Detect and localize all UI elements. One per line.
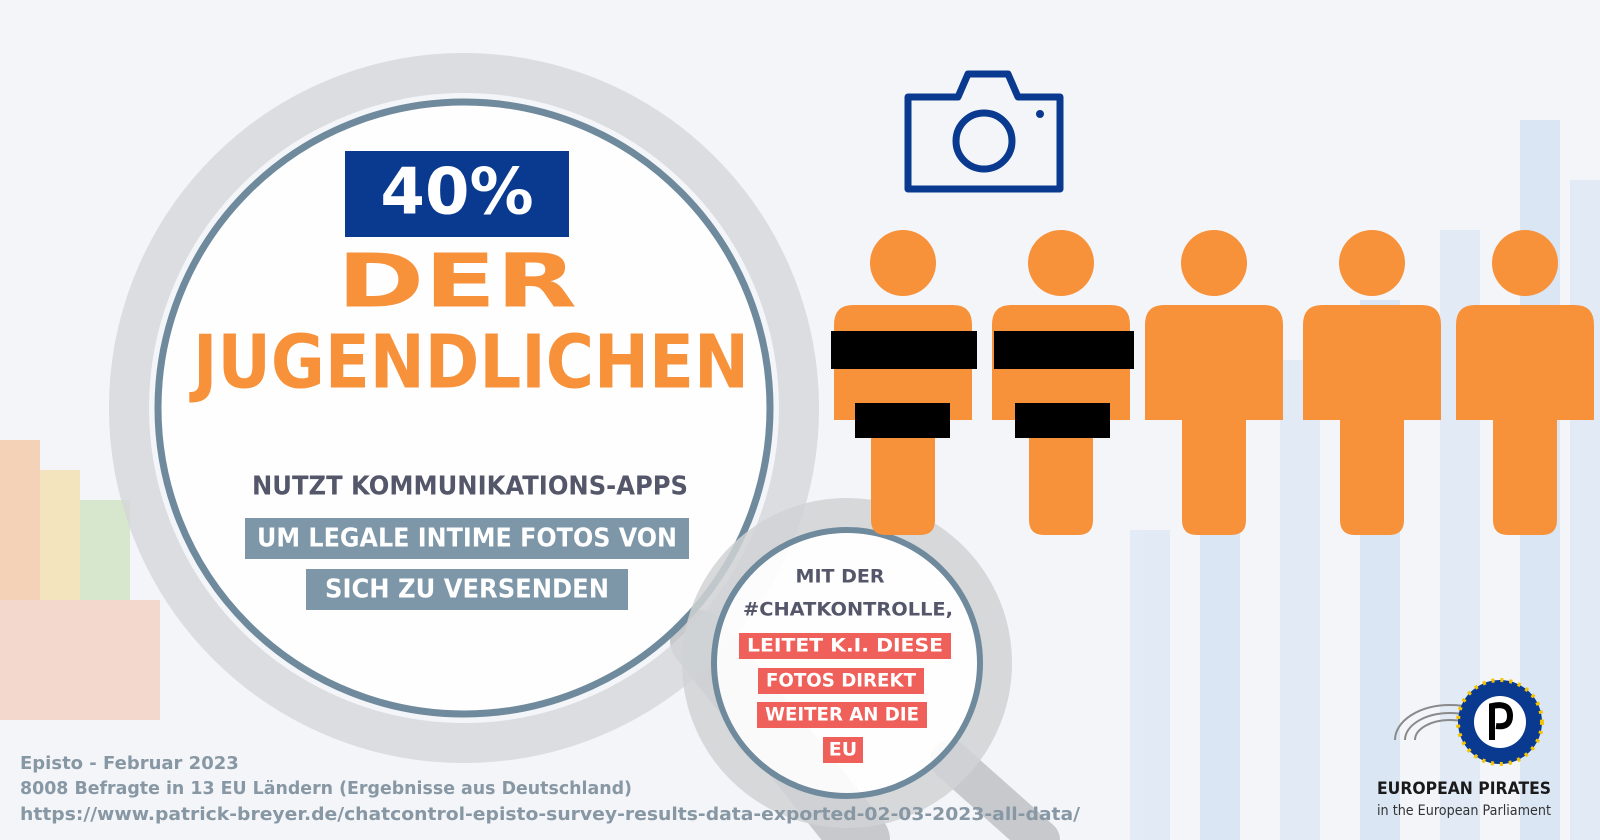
pirates-emblem-inner <box>1474 696 1526 748</box>
bg-bar <box>1280 360 1320 840</box>
censor-bars <box>831 331 1134 438</box>
callout-text: WEITER AN DIE <box>765 704 919 726</box>
magnifier-lens <box>154 98 774 718</box>
callout-text: FOTOS DIREKT <box>766 670 916 692</box>
logo-name: EUROPEAN PIRATES <box>1377 779 1551 799</box>
highlight-box <box>306 569 628 610</box>
source-line: 8008 Befragte in 13 EU Ländern (Ergebnis… <box>20 778 632 799</box>
highlight-text: SICH ZU VERSENDEN <box>325 575 609 605</box>
person <box>1145 230 1283 535</box>
logo: EUROPEAN PIRATES in the European Parliam… <box>1377 678 1551 819</box>
person <box>1456 230 1594 535</box>
bg-bar <box>1130 530 1170 840</box>
pirates-flag <box>1489 702 1514 740</box>
callout-box <box>739 633 951 659</box>
censor-bar <box>855 403 950 438</box>
highlight-box <box>245 518 689 559</box>
callout-box <box>758 668 924 694</box>
subtitle: NUTZT KOMMUNIKATIONS-APPS <box>252 472 688 502</box>
bg-bar <box>80 500 130 720</box>
person <box>1303 230 1441 535</box>
highlight-text: UM LEGALE INTIME FOTOS VON <box>257 524 677 554</box>
percent: 40% <box>380 156 533 230</box>
camera-dot <box>1036 110 1044 118</box>
headline-line: JUGENDLICHEN <box>189 320 749 406</box>
source-line: Episto - Februar 2023 <box>20 753 239 774</box>
camera-icon <box>904 70 1064 193</box>
callout-box <box>757 702 927 728</box>
bg-bar <box>40 470 80 720</box>
bg-bar <box>1570 180 1600 840</box>
callout-intro: #CHATKONTROLLE, <box>743 599 953 621</box>
callout-text: LEITET K.I. DIESE <box>747 635 943 657</box>
censor-bar <box>831 331 977 369</box>
bg-bar <box>0 440 40 720</box>
magnifier-rim <box>109 53 819 763</box>
camera-lens <box>952 109 1016 173</box>
censor-bar <box>1015 403 1110 438</box>
censor-bar <box>994 331 1134 369</box>
callout-intro: MIT DER <box>796 566 885 588</box>
callout-text: EU <box>829 739 857 761</box>
callout-box <box>823 737 863 763</box>
bg-bar <box>0 600 160 720</box>
percent-box <box>345 151 569 237</box>
background-bars <box>0 120 1600 840</box>
source-line: https://www.patrick-breyer.de/chatcontro… <box>20 804 1080 825</box>
logo-tagline: in the European Parliament <box>1377 803 1551 819</box>
magnifier-rim <box>682 498 1012 828</box>
source: Episto - Februar 2023 8008 Befragte in 1… <box>20 753 1080 825</box>
magnifier-lens <box>711 527 983 799</box>
headline-line: DER <box>337 239 577 325</box>
camera-body <box>904 70 1064 193</box>
